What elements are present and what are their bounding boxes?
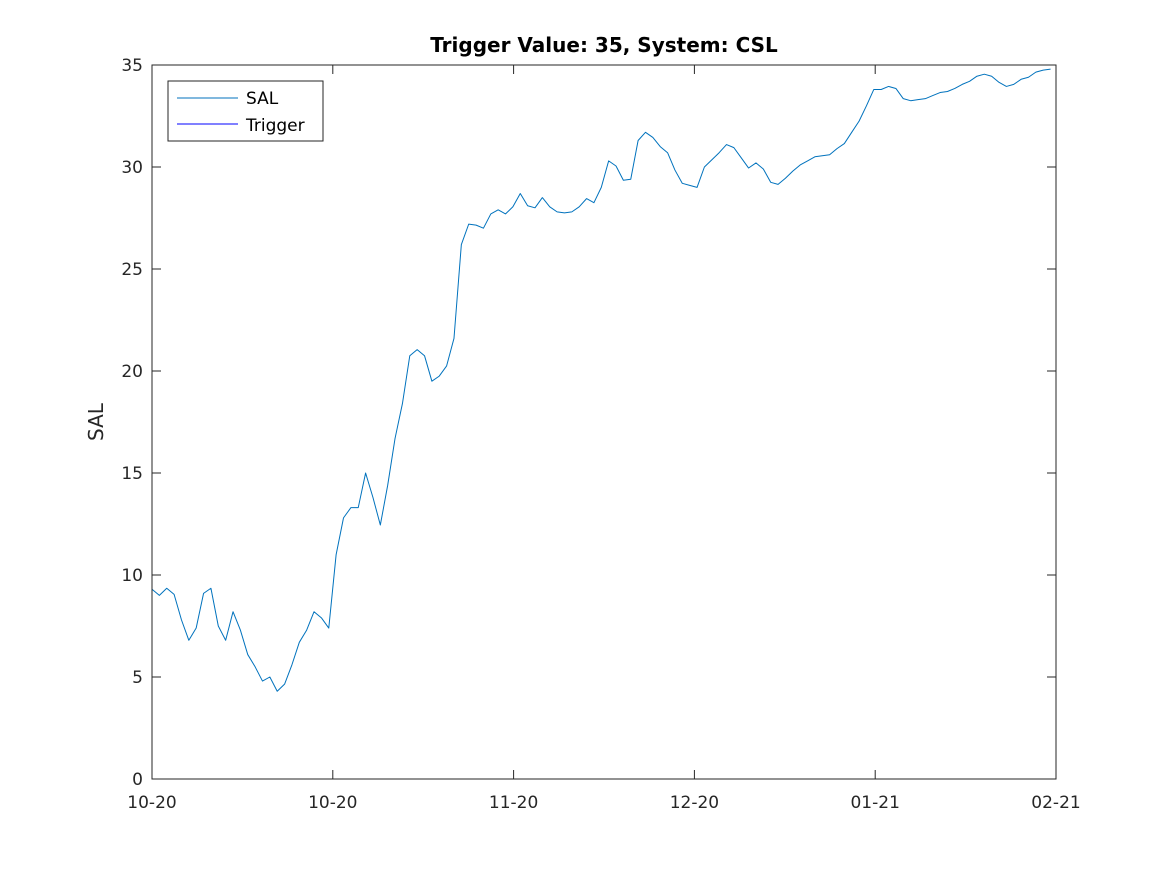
legend-label-trigger: Trigger — [245, 116, 305, 136]
y-tick-label: 20 — [121, 362, 143, 382]
x-tick-label: 12-20 — [670, 793, 719, 813]
x-tick-label: 11-20 — [489, 793, 538, 813]
legend-label-sal: SAL — [246, 89, 279, 109]
y-tick-label: 0 — [132, 770, 143, 790]
chart-title: Trigger Value: 35, System: CSL — [430, 33, 778, 57]
legend: SAL Trigger — [167, 80, 324, 142]
y-tick-label: 5 — [132, 668, 143, 688]
y-tick-label: 25 — [121, 260, 143, 280]
y-tick-label: 15 — [121, 464, 143, 484]
y-axis-label: SAL — [84, 402, 108, 441]
y-tick-label: 35 — [121, 56, 143, 76]
x-tick-label: 01-21 — [850, 793, 899, 813]
sal-line — [151, 68, 1051, 692]
y-tick-label: 10 — [121, 566, 143, 586]
tick-layer: 0 5 10 15 20 25 30 35 10-20 10-20 11-20 12-20 01-21 0… — [121, 56, 1080, 813]
x-tick-label: 10-20 — [127, 793, 176, 813]
y-tick-label: 30 — [121, 158, 143, 178]
legend-box — [167, 80, 324, 142]
x-tick-label: 02-21 — [1031, 793, 1080, 813]
x-tick-label: 10-20 — [308, 793, 357, 813]
plot-frame — [151, 64, 1057, 780]
plot-background — [152, 65, 1056, 779]
